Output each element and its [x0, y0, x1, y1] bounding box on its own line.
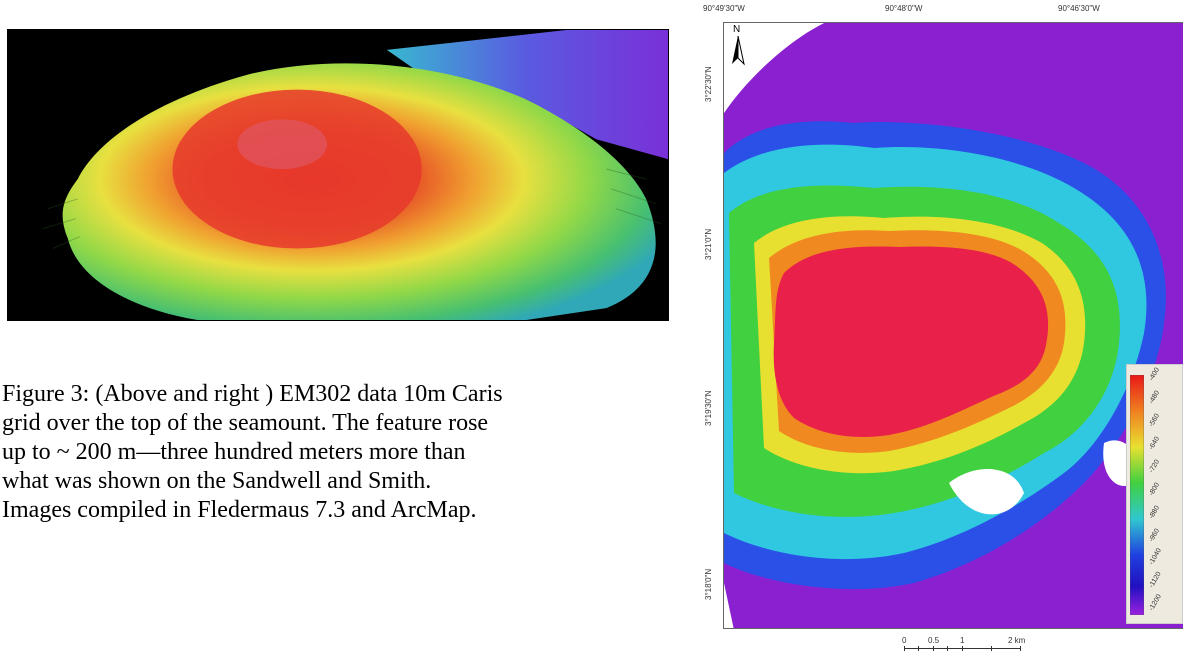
- legend-tick: -640: [1147, 435, 1162, 452]
- legend-tick: -480: [1147, 389, 1162, 406]
- scale-bar: 0 0.5 1 2 km: [896, 636, 1036, 655]
- legend-tick: -880: [1147, 504, 1162, 521]
- scale-label: 0.5: [928, 636, 940, 645]
- legend-tick: -400: [1147, 366, 1162, 383]
- scale-tick: [918, 646, 919, 651]
- lon-label-1: 90°49'30"W: [703, 4, 745, 13]
- legend-color-ramp: [1130, 375, 1144, 615]
- north-arrow-icon: [732, 35, 745, 66]
- north-label: N: [733, 24, 741, 35]
- bathymetry-map: [723, 22, 1183, 629]
- scale-tick: [904, 646, 905, 651]
- scale-tick: [1020, 646, 1021, 651]
- scale-label: 0: [902, 636, 907, 645]
- legend-tick: -720: [1147, 458, 1162, 475]
- legend-tick: -1120: [1147, 570, 1163, 590]
- legend-tick: -800: [1147, 481, 1162, 498]
- legend-tick: -560: [1147, 412, 1162, 429]
- lon-label-3: 90°46'30"W: [1058, 4, 1100, 13]
- perspective-bathymetry-image: [7, 29, 669, 321]
- lat-label-4: 3°18'0"N: [704, 568, 713, 600]
- north-arrow: N: [730, 24, 746, 68]
- scale-label: 1: [960, 636, 965, 645]
- lat-label-1: 3°22'30"N: [704, 66, 713, 102]
- legend-tick: -960: [1147, 527, 1162, 544]
- scale-label: 2 km: [1008, 636, 1026, 645]
- lat-label-2: 3°21'0"N: [704, 228, 713, 260]
- legend-tick: -1200: [1147, 593, 1163, 613]
- figure-caption: Figure 3: (Above and right ) EM302 data …: [2, 381, 503, 523]
- legend-tick: -1040: [1147, 547, 1163, 567]
- scale-tick: [962, 646, 963, 651]
- lon-label-2: 90°48'0"W: [885, 4, 923, 13]
- scale-tick: [991, 646, 992, 651]
- depth-legend: -400 -480 -560 -640 -720 -800 -880 -960 …: [1126, 364, 1183, 624]
- scale-tick: [933, 646, 934, 651]
- scale-tick: [947, 646, 948, 651]
- lat-label-3: 3°19'30"N: [704, 390, 713, 426]
